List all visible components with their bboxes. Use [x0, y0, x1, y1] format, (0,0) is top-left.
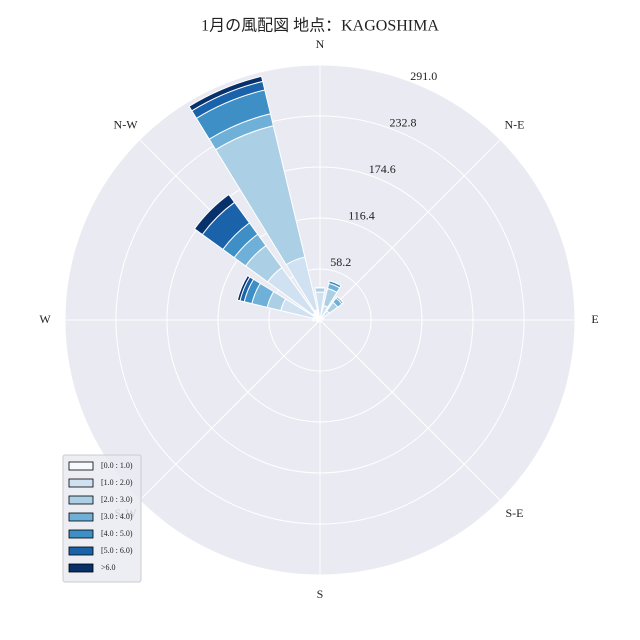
legend-label: [0.0 : 1.0)	[101, 461, 133, 470]
legend-label: [1.0 : 2.0)	[101, 478, 133, 487]
direction-label: N-W	[114, 117, 139, 131]
wind-segment	[193, 193, 236, 236]
r-tick-label: 116.4	[348, 209, 375, 223]
grid-circle	[166, 166, 474, 474]
legend-swatch	[68, 495, 94, 505]
direction-label: N	[316, 37, 325, 51]
legend-label: [2.0 : 3.0)	[101, 495, 133, 504]
direction-label: S-E	[505, 506, 523, 520]
direction-label: S	[317, 587, 324, 601]
r-tick-label: 58.2	[330, 255, 351, 269]
legend-label: [5.0 : 6.0)	[101, 546, 133, 555]
legend: [0.0 : 1.0) [1.0 : 2.0) [2.0 : 3.0) [3.0 : …	[62, 454, 142, 583]
radial-grid-line	[319, 139, 501, 321]
r-tick-label: 291.0	[410, 69, 437, 83]
legend-swatch	[68, 512, 94, 522]
wind-segment	[236, 274, 251, 302]
grid-circle	[64, 64, 576, 576]
chart-title: 1月の風配図 地点：KAGOSHIMA	[201, 17, 439, 35]
direction-label: W	[39, 312, 51, 326]
grid-circle	[268, 268, 372, 372]
wind-segment	[314, 287, 326, 293]
legend-swatch	[68, 478, 94, 488]
r-tick-label: 174.6	[369, 162, 396, 176]
legend-swatch	[68, 546, 94, 556]
grid-circle	[115, 115, 525, 525]
grid-circle	[217, 217, 423, 423]
r-tick-label: 232.8	[389, 115, 416, 129]
legend-label: >6.0	[101, 563, 116, 572]
legend-label: [4.0 : 5.0)	[101, 529, 133, 538]
wind-segment	[188, 75, 264, 112]
direction-label: N-E	[504, 117, 524, 131]
legend-swatch	[68, 461, 94, 471]
legend-label: [3.0 : 4.0)	[101, 512, 133, 521]
radial-grid-line	[139, 319, 321, 501]
direction-label: E	[591, 312, 598, 326]
legend-swatch	[68, 529, 94, 539]
radial-grid-line	[319, 319, 501, 501]
legend-swatch	[68, 563, 94, 573]
